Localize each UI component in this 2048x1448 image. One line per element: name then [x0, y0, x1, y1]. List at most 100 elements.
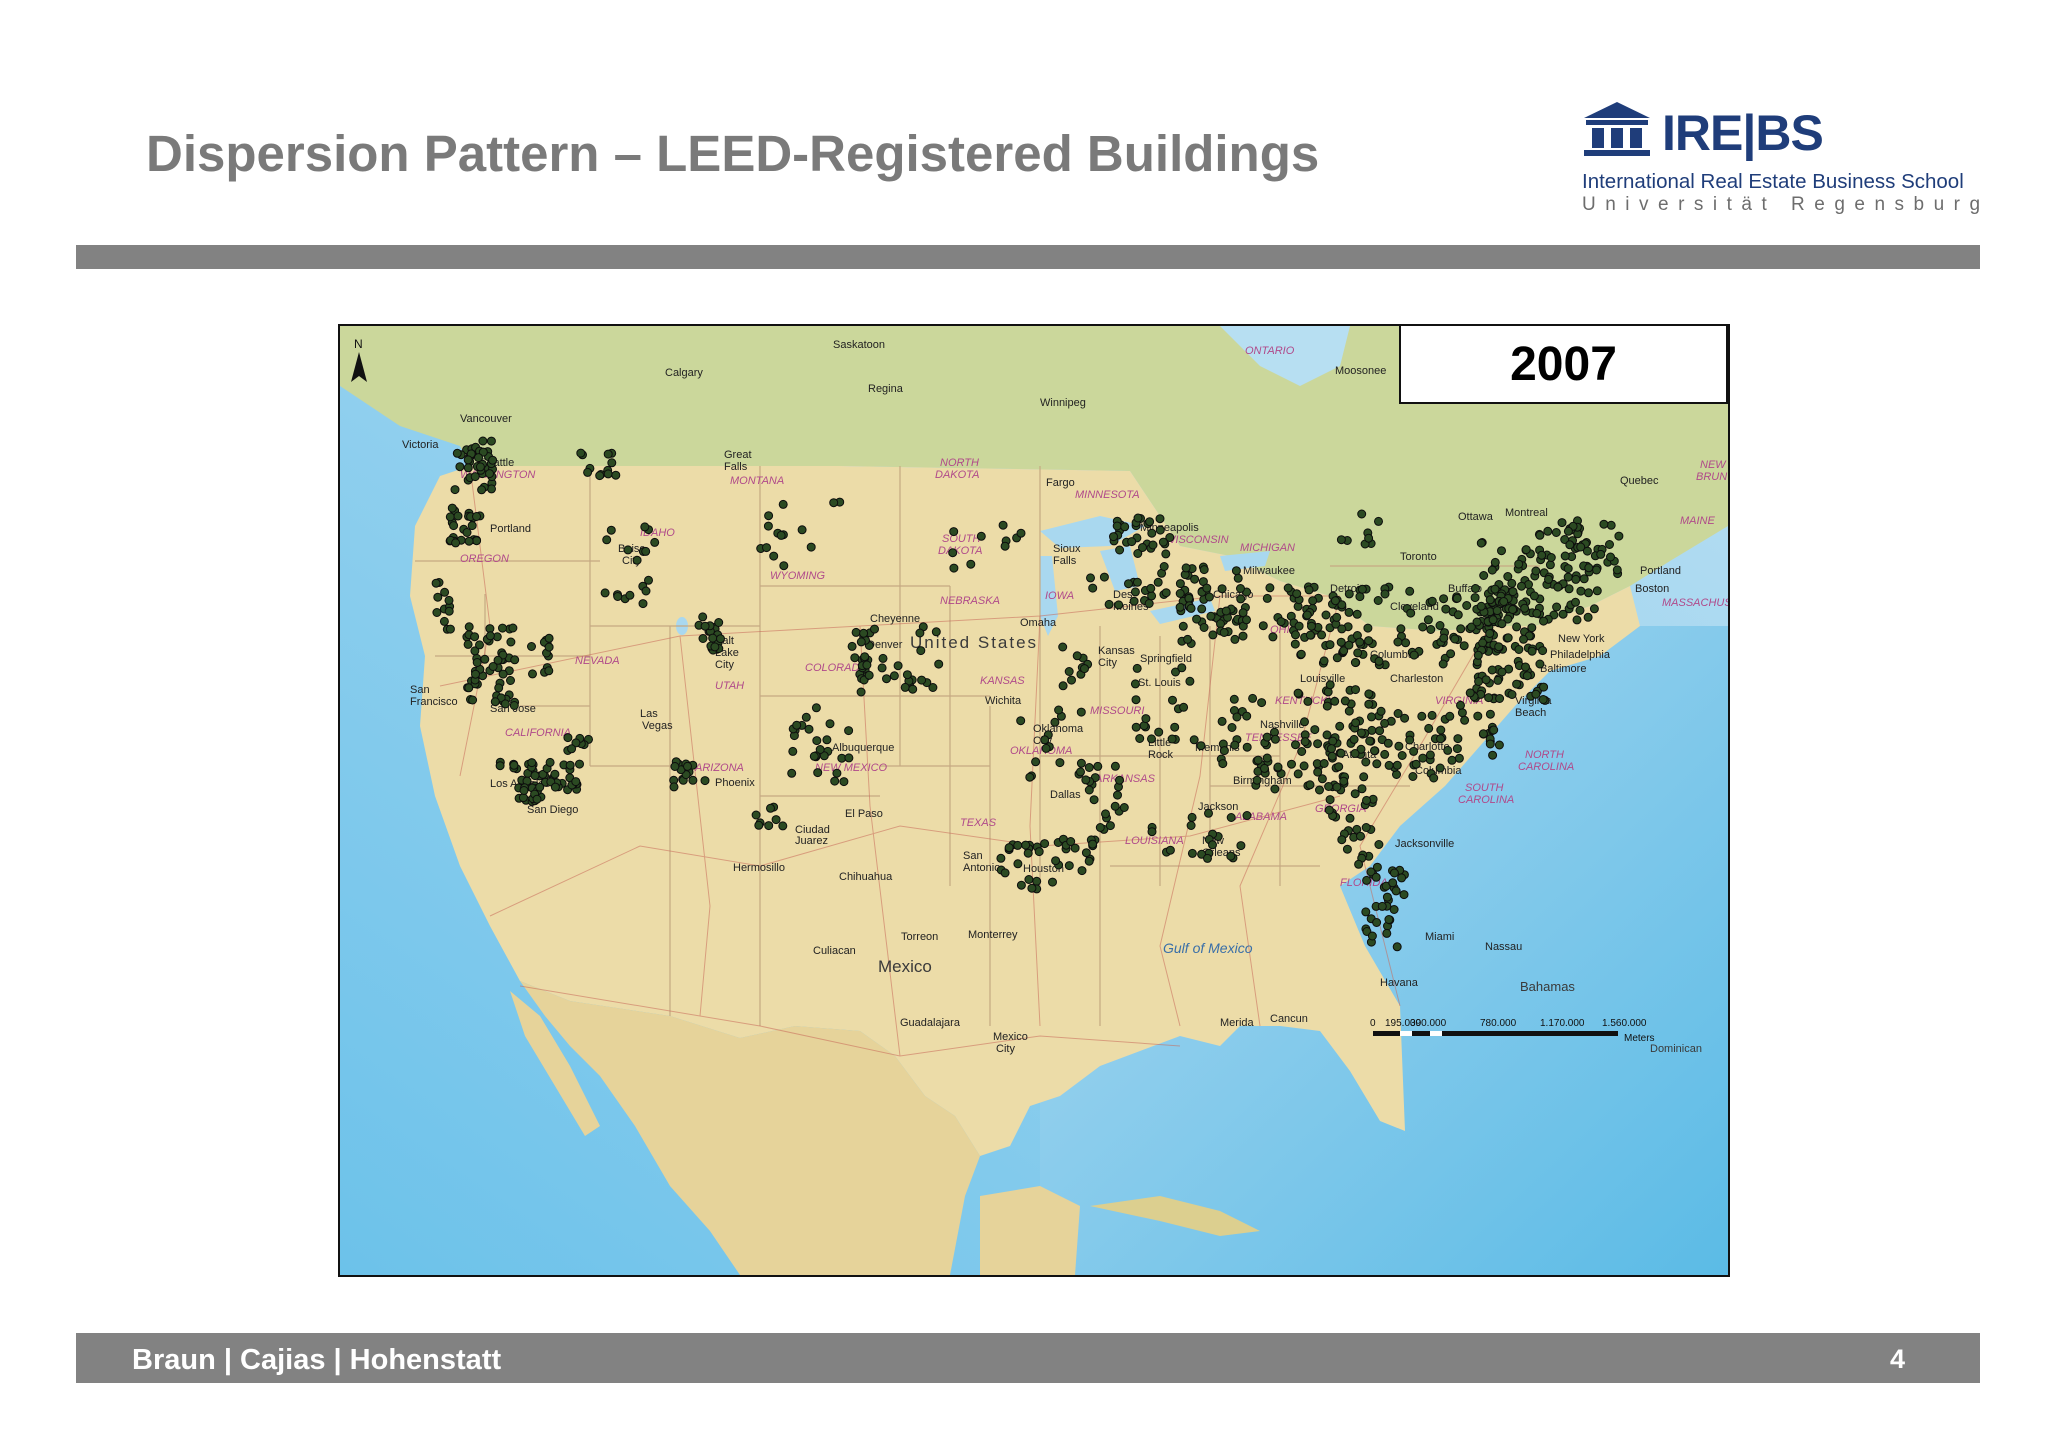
building-marker — [1494, 642, 1504, 652]
building-marker — [1535, 530, 1545, 540]
building-marker — [1291, 740, 1300, 750]
building-marker — [1327, 744, 1336, 754]
building-marker — [1300, 737, 1310, 747]
building-marker — [766, 803, 775, 813]
svg-text:NEW MEXICO: NEW MEXICO — [815, 762, 888, 774]
svg-text:OKLAHOMA: OKLAHOMA — [1010, 745, 1072, 757]
building-marker — [1377, 901, 1387, 911]
building-marker — [1564, 584, 1574, 594]
building-marker — [1460, 715, 1470, 725]
building-marker — [1426, 625, 1436, 634]
building-marker — [485, 469, 494, 479]
svg-text:Rock: Rock — [1148, 749, 1174, 761]
building-marker — [1204, 808, 1213, 818]
svg-text:Detroit: Detroit — [1330, 583, 1362, 595]
building-marker — [1104, 599, 1114, 609]
building-marker — [1388, 878, 1398, 888]
building-marker — [1199, 623, 1209, 632]
building-marker — [1183, 634, 1193, 644]
map-panel[interactable]: WASHINGTON OREGON IDAHO MONTANA WYOMING NEVA… — [338, 324, 1730, 1277]
building-marker — [778, 499, 788, 509]
svg-text:City: City — [715, 659, 734, 671]
slide-title: Dispersion Pattern – LEED-Registered Bui… — [146, 125, 1320, 182]
building-marker — [1336, 535, 1346, 545]
building-marker — [444, 606, 454, 616]
svg-text:Nassau: Nassau — [1485, 941, 1522, 953]
building-marker — [1101, 809, 1110, 819]
canada-land — [340, 326, 1728, 631]
building-marker — [450, 485, 460, 495]
building-marker — [565, 760, 575, 770]
svg-text:Calgary: Calgary — [665, 367, 703, 379]
building-marker — [575, 759, 584, 769]
building-marker — [595, 471, 605, 481]
lake-ontario — [1220, 551, 1270, 571]
building-marker — [1560, 551, 1570, 561]
building-marker — [1337, 835, 1347, 845]
building-marker — [1171, 667, 1180, 677]
svg-text:Torreon: Torreon — [901, 931, 938, 943]
building-marker — [1356, 728, 1366, 738]
building-marker — [506, 637, 516, 647]
building-marker — [431, 578, 441, 588]
building-marker — [1399, 890, 1409, 900]
building-marker — [1393, 637, 1403, 647]
building-marker — [1242, 615, 1251, 625]
building-marker — [698, 612, 708, 622]
building-marker — [1485, 595, 1495, 605]
building-marker — [1336, 748, 1346, 758]
gulf-of-mexico-label: Gulf of Mexico — [1163, 940, 1253, 956]
building-marker — [1576, 586, 1586, 596]
building-marker — [714, 618, 724, 627]
svg-text:Saskatoon: Saskatoon — [833, 339, 885, 351]
building-marker — [1424, 723, 1434, 733]
building-marker — [1219, 628, 1229, 637]
building-marker — [1317, 630, 1327, 640]
building-marker — [1359, 772, 1369, 782]
building-marker — [839, 777, 849, 787]
building-marker — [1605, 540, 1614, 549]
svg-text:Baltimore: Baltimore — [1540, 663, 1586, 675]
building-marker — [797, 525, 807, 535]
building-marker — [1445, 711, 1455, 721]
building-marker — [1070, 843, 1080, 853]
building-marker — [1380, 718, 1390, 728]
building-marker — [1423, 615, 1433, 625]
building-marker — [490, 697, 500, 707]
building-marker — [1459, 641, 1469, 651]
building-marker — [1397, 751, 1407, 760]
building-marker — [1109, 532, 1118, 542]
building-marker — [1203, 853, 1212, 863]
building-marker — [509, 760, 519, 770]
building-marker — [1429, 773, 1439, 783]
building-marker — [1336, 637, 1346, 647]
svg-text:NORTH: NORTH — [1525, 749, 1564, 761]
building-marker — [769, 551, 779, 561]
building-marker — [1345, 813, 1355, 823]
svg-text:WYOMING: WYOMING — [770, 570, 825, 582]
building-marker — [809, 751, 819, 761]
building-marker — [900, 682, 910, 692]
building-marker — [976, 531, 986, 541]
building-marker — [544, 633, 554, 643]
logo-school-name: International Real Estate Business Schoo… — [1582, 170, 1964, 193]
building-marker — [1456, 700, 1465, 710]
building-marker — [1352, 824, 1362, 834]
building-marker — [1485, 739, 1495, 749]
building-marker — [708, 633, 718, 643]
building-marker — [1242, 811, 1252, 820]
building-marker — [1357, 509, 1367, 519]
svg-text:MAINE: MAINE — [1680, 515, 1716, 527]
page-number: 4 — [1890, 1344, 1906, 1374]
svg-text:Falls: Falls — [724, 461, 748, 473]
building-marker — [1396, 624, 1406, 634]
building-marker — [1473, 650, 1483, 660]
building-marker — [1227, 723, 1237, 732]
svg-text:Merida: Merida — [1220, 1017, 1255, 1029]
building-marker — [1076, 707, 1086, 717]
building-marker — [1532, 608, 1542, 618]
building-marker — [1197, 604, 1207, 614]
building-marker — [640, 522, 650, 532]
building-marker — [1489, 725, 1499, 735]
building-marker — [1340, 696, 1350, 706]
